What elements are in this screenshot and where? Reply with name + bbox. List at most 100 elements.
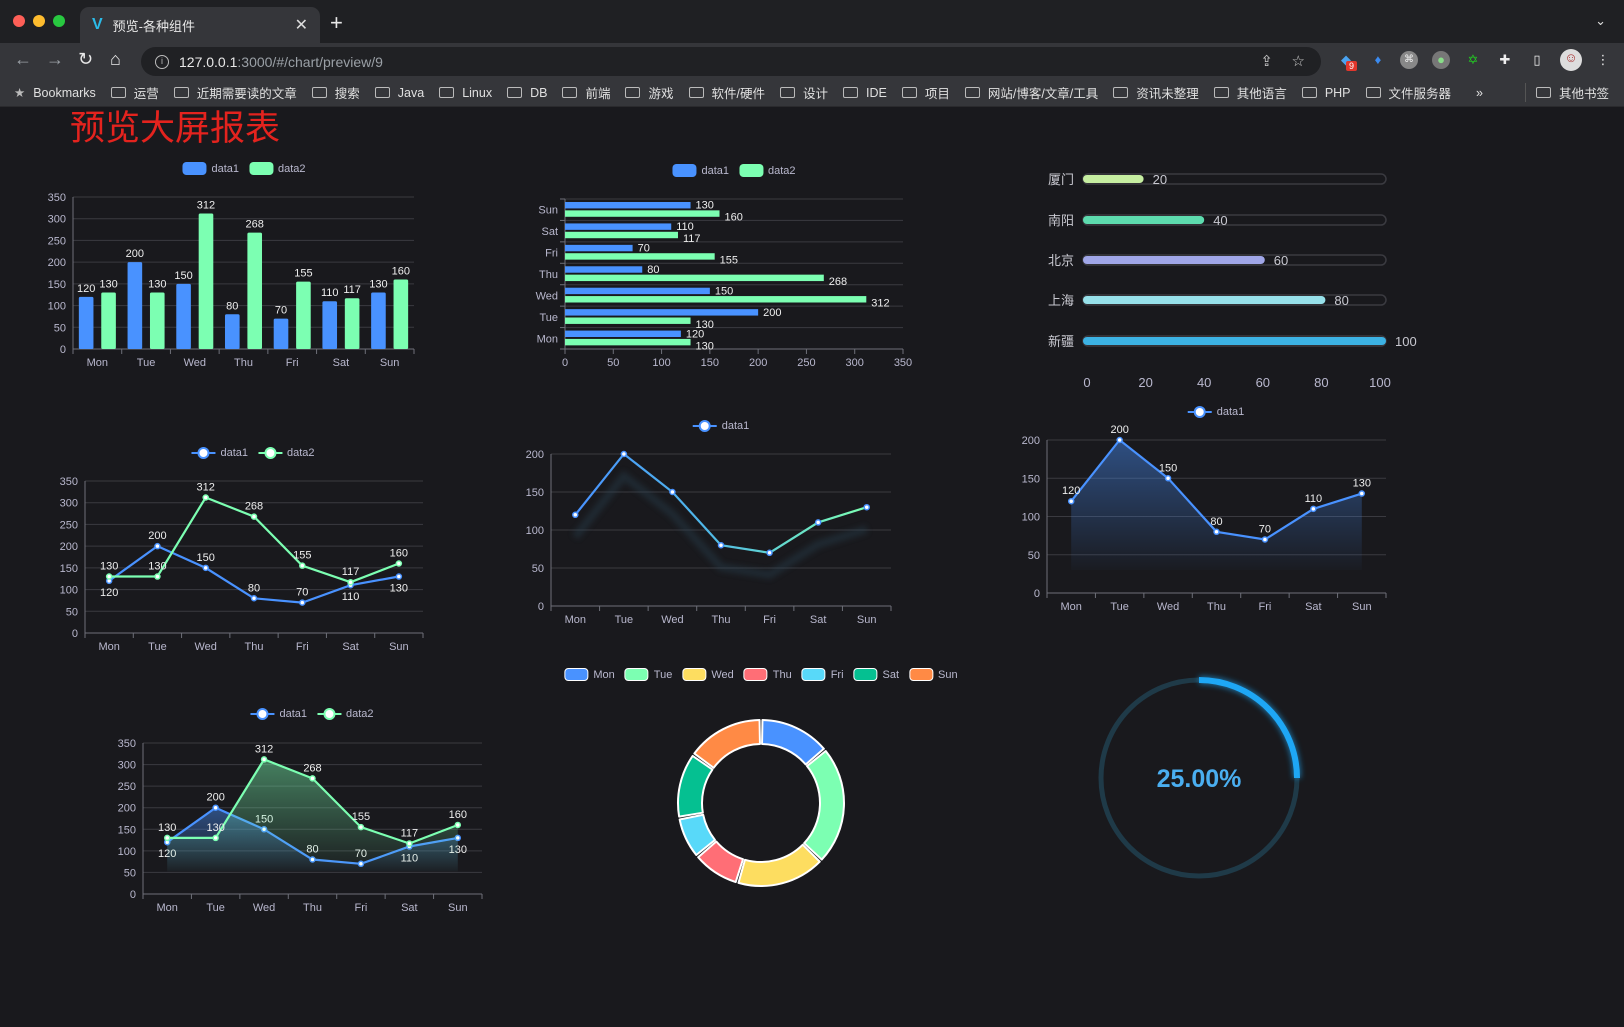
data-point[interactable] [572, 511, 579, 519]
bookmark-item[interactable]: Linux [439, 86, 492, 100]
data-point[interactable] [250, 595, 258, 602]
donut-slice[interactable] [677, 754, 714, 818]
data-point[interactable] [1261, 536, 1269, 543]
bar[interactable] [565, 210, 720, 217]
close-window-button[interactable] [13, 15, 25, 27]
home-icon[interactable]: ⌂ [110, 49, 121, 69]
bar[interactable] [565, 266, 643, 273]
data-point[interactable] [154, 573, 161, 580]
bar[interactable] [565, 287, 710, 295]
profile-avatar[interactable]: ☺ [1560, 49, 1582, 71]
donut-slice[interactable] [678, 813, 716, 856]
bookmark-item[interactable]: 资讯未整理 [1113, 83, 1199, 102]
legend-item[interactable]: data2 [249, 162, 306, 175]
bookmark-item[interactable]: 搜索 [311, 83, 360, 102]
bookmark-item[interactable]: 前端 [562, 83, 610, 102]
bar[interactable] [344, 298, 360, 349]
bar[interactable] [101, 292, 116, 349]
bookmark-item[interactable]: 网站/博客/文章/工具 [964, 83, 1098, 102]
data-point[interactable] [454, 821, 462, 829]
data-point[interactable] [260, 756, 268, 763]
site-info-icon[interactable]: i [155, 54, 169, 69]
donut-slice[interactable] [761, 719, 825, 766]
bar[interactable] [565, 296, 867, 303]
data-point[interactable] [1116, 436, 1123, 444]
bar[interactable] [393, 279, 409, 349]
legend-item[interactable]: Mon [564, 668, 615, 681]
data-point[interactable] [299, 599, 306, 606]
data-point[interactable] [1067, 497, 1075, 505]
legend-item[interactable]: data1 [182, 162, 239, 175]
bookmark-star-icon[interactable]: ☆ [1291, 53, 1305, 70]
data-point[interactable] [1164, 475, 1172, 482]
legend-item[interactable]: Sat [853, 668, 899, 681]
bar[interactable] [565, 338, 691, 346]
data-point[interactable] [395, 560, 403, 567]
data-point[interactable] [766, 549, 773, 557]
legend-item[interactable]: data2 [739, 164, 796, 177]
data-point[interactable] [105, 573, 113, 580]
bar[interactable] [224, 314, 240, 349]
donut-slice[interactable] [737, 843, 821, 887]
bar[interactable] [296, 281, 311, 349]
data-point[interactable] [406, 840, 413, 847]
legend-item[interactable]: data1 [250, 707, 307, 721]
data-point[interactable] [212, 804, 219, 811]
bookmark-item[interactable]: 游戏 [625, 83, 674, 102]
bar[interactable] [565, 309, 759, 316]
browser-tab[interactable]: V 预览-各种组件 ✕ [80, 7, 320, 43]
bookmark-item[interactable]: PHP [1301, 86, 1351, 100]
legend-item[interactable]: data2 [258, 446, 315, 460]
new-tab-button[interactable]: + [330, 10, 343, 35]
data-point[interactable] [1213, 528, 1220, 536]
bookmark-item[interactable]: 运营 [110, 83, 159, 102]
legend-item[interactable]: data1 [692, 419, 749, 433]
data-point[interactable] [163, 834, 171, 842]
bookmark-item[interactable]: 软件/硬件 [688, 83, 765, 102]
data-point[interactable] [309, 775, 316, 782]
circle-extension-icon[interactable]: ● [1432, 51, 1450, 69]
data-point[interactable] [299, 562, 306, 569]
back-icon[interactable]: ← [14, 49, 32, 69]
donut-slice[interactable] [693, 719, 761, 769]
donut-slice[interactable] [803, 750, 845, 861]
forward-icon[interactable]: → [46, 49, 64, 69]
legend-item[interactable]: data2 [317, 707, 374, 721]
bookmark-item[interactable]: ★ Bookmarks [14, 85, 96, 101]
legend-item[interactable]: Fri [801, 668, 844, 681]
bar[interactable] [565, 231, 678, 239]
bar[interactable] [198, 213, 214, 349]
data-point[interactable] [669, 488, 676, 496]
diamond-extension-icon[interactable]: ♦ [1374, 52, 1382, 67]
reload-icon[interactable]: ↻ [78, 49, 94, 69]
legend-item[interactable]: data1 [1187, 405, 1244, 419]
bookmark-item[interactable]: 项目 [901, 83, 950, 102]
bar[interactable] [565, 317, 691, 324]
data-point[interactable] [814, 519, 822, 526]
data-point[interactable] [212, 834, 219, 842]
zoom-window-button[interactable] [53, 15, 65, 27]
bar[interactable] [565, 202, 691, 209]
bookmark-item[interactable]: 设计 [779, 83, 828, 102]
other-bookmarks[interactable]: 其他书签 [1524, 83, 1609, 102]
bookmark-item[interactable]: 文件服务器 [1365, 83, 1451, 102]
data-point[interactable] [717, 541, 725, 549]
bar[interactable] [565, 330, 681, 337]
bar[interactable] [371, 292, 386, 349]
close-tab-icon[interactable]: ✕ [294, 17, 308, 34]
legend-item[interactable]: Wed [682, 668, 734, 681]
data-point[interactable] [347, 578, 354, 586]
star-extension-icon[interactable]: ✡ [1467, 52, 1479, 67]
bar[interactable] [565, 244, 633, 252]
bookmark-item[interactable]: 其他语言 [1213, 83, 1287, 102]
share-icon[interactable]: ⇪ [1260, 53, 1273, 70]
data-point[interactable] [1358, 490, 1366, 497]
bookmark-item[interactable]: IDE [843, 86, 887, 100]
data-point[interactable] [863, 503, 870, 511]
bar[interactable] [176, 283, 191, 349]
bar[interactable] [149, 292, 165, 349]
data-point[interactable] [250, 513, 258, 520]
legend-item[interactable]: Tue [624, 668, 672, 681]
menu-kebab-icon[interactable]: ⋮ [1596, 52, 1610, 67]
bar[interactable] [565, 274, 824, 282]
